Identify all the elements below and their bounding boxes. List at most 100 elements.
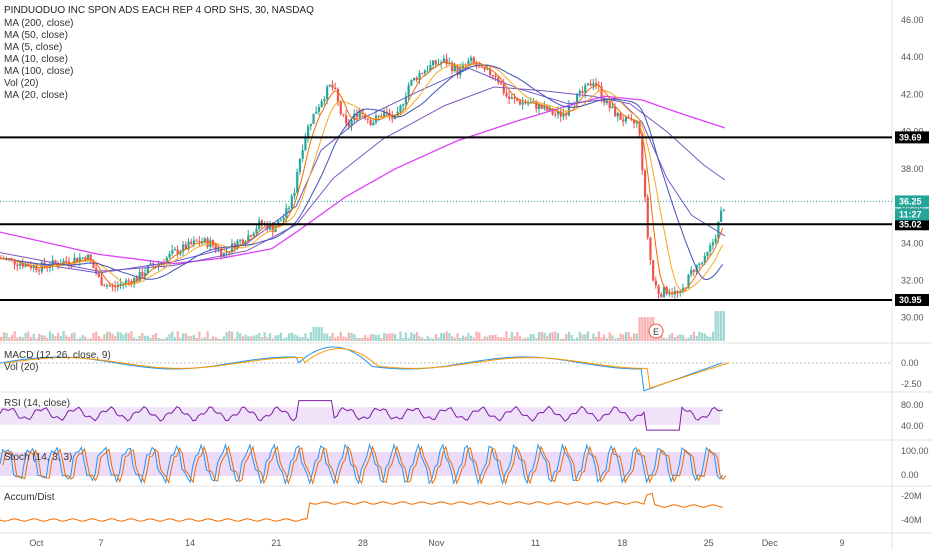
volume-bar [73,332,76,341]
volume-bar [217,338,220,341]
volume-bar [393,333,397,341]
candle-body [467,60,470,65]
price-axis: 46.0044.0042.0040.0038.0036.0034.0032.00… [901,15,924,323]
volume-bar [228,331,231,341]
volume-bar [567,331,571,341]
volume-bar [133,337,136,341]
indicator-ma50-label[interactable]: MA (50, close) [4,30,68,41]
candle-body [154,265,158,267]
candle-body [494,75,497,78]
volume-bar [578,331,581,341]
volume-bar [263,332,266,341]
macd-pane-label[interactable]: MACD (12, 26, close, 9) [4,350,111,361]
candle-body [247,235,250,242]
indicator-ma10-label[interactable]: MA (10, close) [4,54,68,65]
volume-bar [720,311,723,341]
time-axis: Oct 7 14 21 28 Nov 11 18 25 Dec 9 [29,538,844,548]
volume-bar [16,337,19,341]
candle-body [646,197,649,238]
indicator-ma100-label[interactable]: MA (100, close) [4,66,73,77]
candle-body [288,207,291,209]
volume-bar [350,332,353,341]
candle-body [556,111,560,115]
volume-bar [116,331,120,341]
candle-body [296,172,299,193]
indicator-vol-label[interactable]: Vol (20) [4,78,38,89]
volume-bar [673,337,677,341]
candle-body [505,93,508,97]
volume-bar [135,338,139,341]
volume-bar [562,338,565,341]
volume-bar [176,331,179,341]
volume-bar [320,327,323,341]
volume-bar [27,331,30,341]
candle-body [298,158,302,173]
volume-bar [700,332,704,341]
candle-body [214,245,217,250]
volume-bar [138,335,141,341]
candle-body [478,66,481,68]
candle-body [138,271,141,282]
earnings-marker[interactable]: E [648,323,664,339]
volume-bar [59,336,62,341]
rsi-line [0,400,723,431]
candle-body [111,286,114,288]
volume-bar [124,332,128,341]
volume-bar [168,333,171,341]
candle-body [304,138,307,151]
ma50-line [0,67,726,274]
volume-bar [589,338,592,341]
candle-body [643,170,647,198]
candle-body [451,62,454,72]
candle-body [402,104,405,106]
rsi-pane-label[interactable]: RSI (14, close) [4,398,70,409]
vol-pane-label[interactable]: Vol (20) [4,362,38,373]
volume-bar [67,336,71,341]
candle-body [268,224,272,230]
bar-countdown: 11:27 [899,209,922,219]
volume-bar [152,334,155,341]
candle-body [334,87,337,90]
indicator-ma5-label[interactable]: MA (5, close) [4,42,62,53]
volume-bar [499,337,503,341]
indicator-ma200-label[interactable]: MA (200, close) [4,18,73,29]
volume-bar [475,331,478,341]
time-tick-label: 21 [271,538,281,548]
candle-body [173,249,177,251]
volume-bar [40,335,43,341]
candle-body [711,242,715,246]
volume-bar [684,338,687,341]
candle-body [703,255,706,263]
candle-body [576,93,579,104]
candle-body [537,104,541,109]
volume-bar [201,338,204,341]
volume-bar [192,334,196,341]
stoch-d-line [2,444,727,485]
macd-tick-label: 0.00 [901,358,919,368]
volume-bar [440,332,443,341]
volume-bar [630,337,633,341]
indicator-ma20-label[interactable]: MA (20, close) [4,90,68,101]
candle-body [105,285,109,287]
candle-body [608,100,611,109]
accum-pane-label[interactable]: Accum/Dist [4,492,55,503]
volume-bar [103,334,106,341]
candle-body [347,123,350,127]
volume-bar [676,335,679,341]
volume-bar [76,338,79,341]
candle-body [19,263,22,266]
candle-body [687,274,690,288]
candle-body [380,115,383,118]
symbol-title[interactable]: PINDUODUO INC SPON ADS EACH REP 4 ORD SH… [4,5,314,16]
volume-bar [122,334,125,341]
volume-bar [328,336,331,341]
candle-body [720,210,723,222]
volume-bar [388,333,391,341]
volume-bar [111,333,114,341]
candle-body [676,290,679,293]
candle-body [562,113,565,117]
stoch-pane-label[interactable]: Stoch (14, 3, 3) [4,452,72,463]
volume-bar [70,333,73,341]
volume-bar [293,334,296,341]
candle-body [13,259,16,265]
